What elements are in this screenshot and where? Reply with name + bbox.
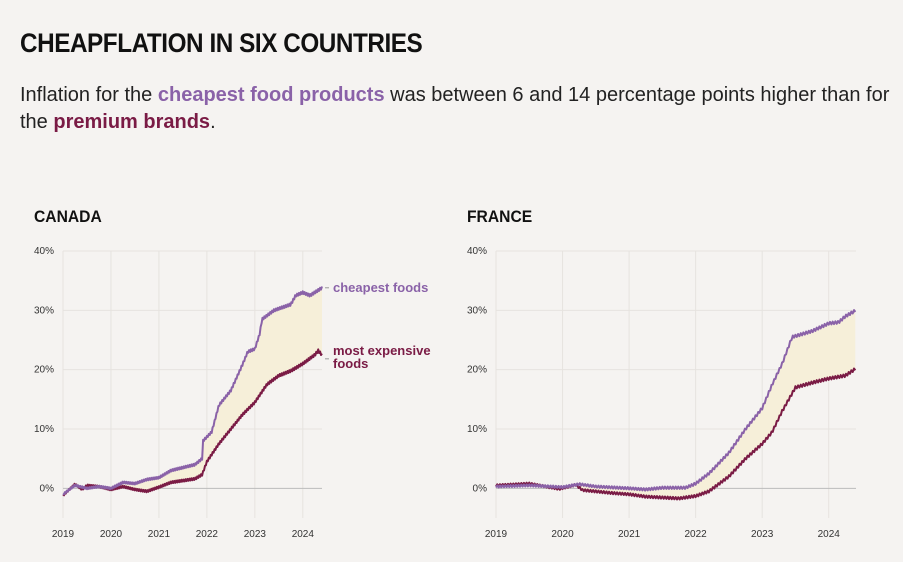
y-tick-label: 0% <box>473 483 488 494</box>
x-tick-label: 2019 <box>52 529 75 540</box>
subtitle-text: Inflation for the <box>20 84 158 106</box>
x-tick-label: 2021 <box>148 529 171 540</box>
y-tick-label: 40% <box>467 246 487 257</box>
x-tick-label: 2023 <box>244 529 267 540</box>
subtitle-cheap-highlight: cheapest food products <box>157 84 385 106</box>
x-tick-label: 2023 <box>751 529 774 540</box>
chart-title-france: FRANCE <box>467 207 533 226</box>
x-tick-label: 2019 <box>485 529 508 540</box>
series-line-cheap <box>495 309 857 492</box>
y-tick-label: 30% <box>34 305 54 316</box>
x-tick-label: 2021 <box>618 529 641 540</box>
subtitle-premium-highlight: premium brands <box>53 111 211 133</box>
subtitle-text: was between 6 and 14 percentage points h… <box>20 84 890 133</box>
subtitle-text: . <box>210 111 216 133</box>
annotation-most-expensive-foods: foods <box>333 356 368 371</box>
y-tick-label: 10% <box>34 424 54 435</box>
y-tick-label: 30% <box>467 305 487 316</box>
annotation-cheapest-foods: cheapest foods <box>333 280 428 295</box>
y-tick-label: 0% <box>40 483 55 494</box>
y-tick-label: 20% <box>34 365 54 376</box>
x-tick-label: 2024 <box>292 529 315 540</box>
x-tick-label: 2020 <box>551 529 574 540</box>
subtitle: Inflation for the cheapest food products… <box>20 82 890 136</box>
x-tick-label: 2024 <box>818 529 841 540</box>
series-line-cheap <box>62 286 323 496</box>
page-title: CHEAPFLATION IN SIX COUNTRIES <box>20 28 423 58</box>
chart-title-canada: CANADA <box>34 207 102 226</box>
gap-band <box>63 287 322 496</box>
y-tick-label: 20% <box>467 365 487 376</box>
x-tick-label: 2022 <box>685 529 708 540</box>
y-tick-label: 10% <box>467 424 487 435</box>
series-line-expensive <box>495 367 857 501</box>
gap-band <box>496 310 856 499</box>
annotation-most-expensive-foods: most expensive <box>333 343 431 358</box>
x-tick-label: 2022 <box>196 529 219 540</box>
y-tick-label: 40% <box>34 246 54 257</box>
x-tick-label: 2020 <box>100 529 123 540</box>
